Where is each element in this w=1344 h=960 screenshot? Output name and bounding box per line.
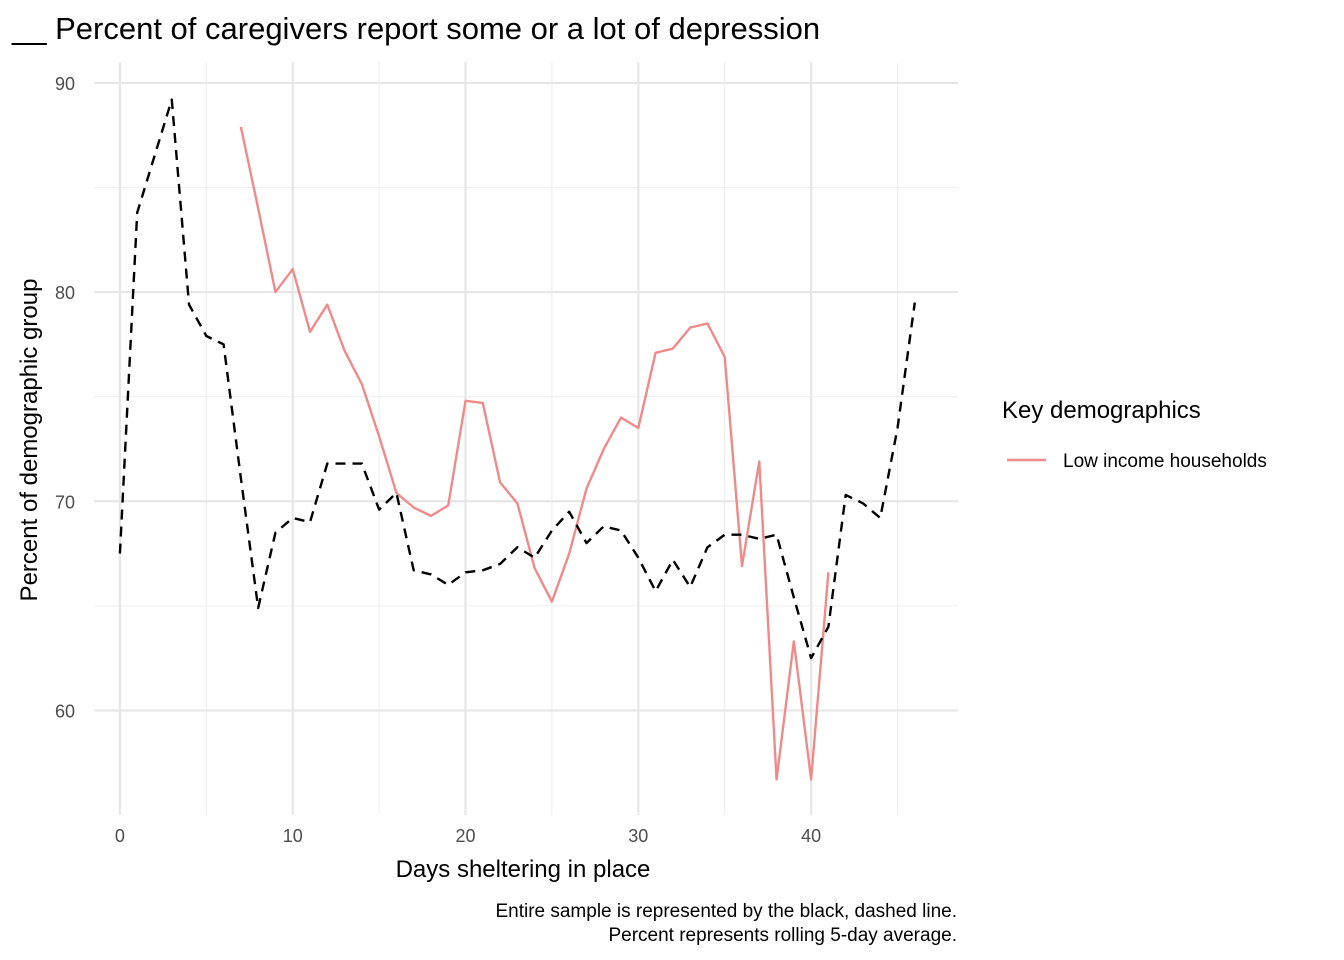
x-axis-title: Days sheltering in place [396, 856, 651, 883]
x-tick-label: 40 [801, 826, 821, 846]
y-tick-label: 60 [55, 701, 75, 721]
chart-title: __ Percent of caregivers report some or … [11, 11, 820, 46]
x-tick-label: 30 [628, 826, 648, 846]
x-tick-label: 10 [283, 826, 303, 846]
x-tick-label: 20 [456, 826, 476, 846]
series-lines [118, 98, 916, 781]
caption: Entire sample is represented by the blac… [495, 901, 957, 946]
legend-title: Key demographics [1002, 397, 1201, 424]
x-tick-label: 0 [115, 826, 125, 846]
series-line-low-income [239, 126, 830, 781]
legend: Key demographics Low income households [1002, 397, 1267, 472]
grid [94, 62, 958, 815]
y-axis-title: Percent of demographic group [16, 279, 43, 602]
caption-line-2: Percent represents rolling 5-day average… [608, 925, 957, 946]
series-line-entire-sample [118, 98, 916, 660]
tick-labels: 0 10 20 30 40 60 70 80 90 [55, 74, 821, 846]
y-tick-label: 90 [55, 74, 75, 94]
y-tick-label: 80 [55, 283, 75, 303]
y-tick-label: 70 [55, 492, 75, 512]
legend-label-low-income: Low income households [1063, 451, 1267, 472]
caption-line-1: Entire sample is represented by the blac… [495, 901, 957, 922]
